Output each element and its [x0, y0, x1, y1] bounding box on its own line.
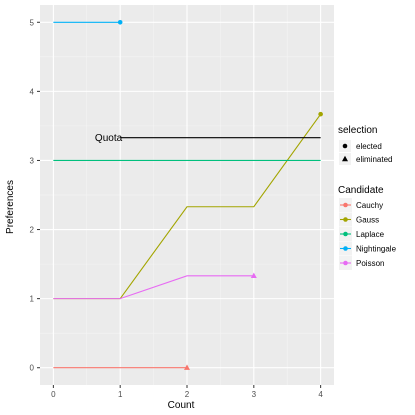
marker-poisson-eliminated: [250, 272, 257, 279]
legend-key-point-poisson: [343, 260, 348, 266]
marker-gauss-elected: [318, 111, 323, 117]
x-axis-title: Count: [168, 400, 195, 411]
legend-key-point-cauchy: [343, 202, 348, 208]
x-tick-label: 4: [318, 390, 323, 399]
legend-label-elected: elected: [356, 142, 382, 151]
legend-key-point-nightingale: [343, 246, 348, 251]
legend-label-poisson: Poisson: [356, 259, 384, 268]
y-tick-label: 1: [30, 295, 35, 304]
y-axis-ticks: 0 1 2 3 4 5: [30, 18, 40, 373]
marker-cauchy-eliminated: [184, 364, 190, 370]
x-tick-label: 0: [51, 390, 56, 399]
legend-label-nightingale: Nightingale: [356, 245, 397, 254]
y-axis-title: Preferences: [5, 180, 16, 234]
legend: selection elected eliminated Candidate Ca…: [338, 125, 397, 270]
y-tick-label: 4: [30, 87, 35, 96]
y-tick-label: 2: [30, 226, 35, 235]
x-axis-ticks: 0 1 2 3 4: [51, 385, 323, 399]
marker-nightingale-elected: [117, 19, 123, 25]
x-tick-label: 1: [118, 390, 123, 399]
series-layer: [53, 21, 322, 369]
legend-label-gauss: Gauss: [356, 216, 379, 225]
series-line-poisson: [53, 275, 254, 300]
legend-label-laplace: Laplace: [356, 230, 385, 239]
y-tick-label: 3: [30, 156, 35, 165]
x-tick-label: 3: [252, 390, 257, 399]
quota-label: Quota: [95, 133, 123, 144]
legend-key-point-laplace: [343, 231, 348, 237]
x-tick-label: 2: [185, 390, 190, 399]
legend-candidate-items: Cauchy Gauss Laplace Nightingale Poisson: [339, 198, 397, 270]
legend-selection-title: selection: [338, 125, 377, 136]
legend-key-point-gauss: [343, 217, 348, 222]
legend-key-elected: [342, 143, 348, 149]
y-tick-label: 0: [30, 364, 35, 373]
y-tick-label: 5: [30, 18, 35, 27]
legend-selection-items: elected eliminated: [339, 140, 392, 165]
quota-layer: Quota: [95, 133, 321, 144]
legend-label-cauchy: Cauchy: [356, 201, 383, 210]
legend-key-eliminated: [342, 155, 348, 162]
legend-label-eliminated: eliminated: [356, 155, 392, 164]
markers-layer: [117, 19, 323, 370]
legend-candidate-title: Candidate: [338, 185, 384, 196]
